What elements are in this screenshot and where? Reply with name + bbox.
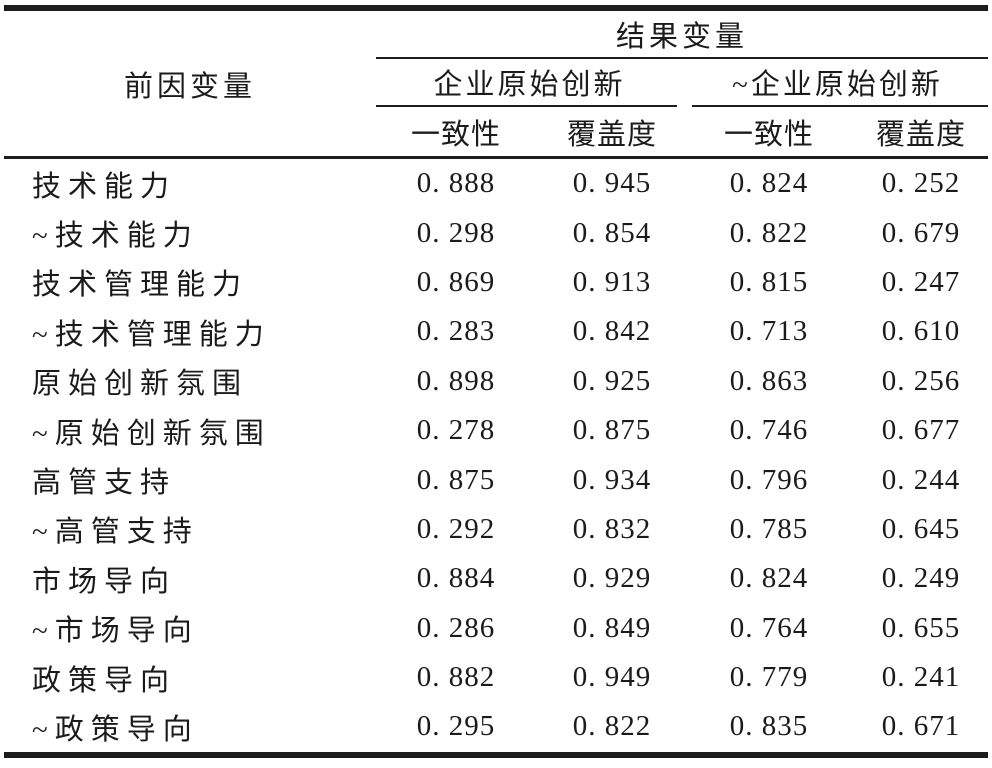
cell-value: 0. 241 — [881, 661, 961, 694]
col-header-consistency-2: 一致性 — [723, 118, 814, 151]
subheader-row: 一致性 覆盖度 一致性 覆盖度 — [372, 107, 988, 156]
cell-value: 0. 849 — [572, 611, 652, 644]
table-row: 技术能力 0. 888 0. 945 0. 824 0. 252 — [4, 159, 988, 208]
cell-value: 0. 898 — [416, 364, 496, 397]
cell-value: 0. 278 — [416, 414, 496, 447]
cell-value: 0. 835 — [729, 710, 809, 743]
cell-value: 0. 610 — [881, 315, 961, 348]
table-row: ~市场导向 0. 286 0. 849 0. 764 0. 655 — [4, 604, 988, 653]
cell-value: 0. 713 — [729, 315, 809, 348]
table-row: 原始创新氛围 0. 898 0. 925 0. 863 0. 256 — [4, 357, 988, 406]
table-row: 政策导向 0. 882 0. 949 0. 779 0. 241 — [4, 653, 988, 702]
cell-value: 0. 249 — [881, 562, 961, 595]
cell-value: 0. 842 — [572, 315, 652, 348]
cell-value: 0. 822 — [729, 216, 809, 249]
cell-value: 0. 785 — [729, 512, 809, 545]
cell-value: 0. 796 — [729, 463, 809, 496]
cell-value: 0. 645 — [881, 512, 961, 545]
col-header-coverage-1: 覆盖度 — [566, 118, 657, 151]
group-header-original-innovation: 企业原始创新 — [433, 69, 626, 101]
cell-value: 0. 913 — [572, 265, 652, 298]
row-label: 原始创新氛围 — [32, 368, 249, 401]
cell-value: 0. 292 — [416, 512, 496, 545]
cell-value: 0. 854 — [572, 216, 652, 249]
cell-value: 0. 824 — [729, 167, 809, 200]
cell-value: 0. 945 — [572, 167, 652, 200]
table-row: 高管支持 0. 875 0. 934 0. 796 0. 244 — [4, 455, 988, 504]
cell-value: 0. 283 — [416, 315, 496, 348]
cell-value: 0. 247 — [881, 265, 961, 298]
cell-value: 0. 824 — [729, 562, 809, 595]
group-header-not-original-innovation: ~企业原始创新 — [732, 69, 943, 101]
row-label: ~技术能力 — [32, 220, 199, 253]
cell-value: 0. 252 — [881, 167, 961, 200]
row-label: 技术能力 — [32, 170, 177, 203]
table-body: 技术能力 0. 888 0. 945 0. 824 0. 252 ~技术能力 0… — [4, 159, 988, 752]
divider-line — [692, 105, 988, 107]
cell-value: 0. 869 — [416, 265, 496, 298]
outcome-header-divider — [372, 57, 988, 59]
row-label: ~市场导向 — [32, 615, 199, 648]
row-label: ~政策导向 — [32, 713, 199, 746]
necessity-analysis-table: 前因变量 结果变量 企业原始创新 ~企业原始创新 一致性 覆盖度 一致性 覆盖度 — [4, 5, 988, 758]
row-label: 技术管理能力 — [32, 269, 249, 302]
table-row: ~原始创新氛围 0. 278 0. 875 0. 746 0. 677 — [4, 406, 988, 455]
antecedent-variable-header-cell: 前因变量 — [4, 11, 372, 156]
table-row: ~技术管理能力 0. 283 0. 842 0. 713 0. 610 — [4, 307, 988, 356]
row-label: 政策导向 — [32, 664, 177, 697]
outcome-header-block: 结果变量 企业原始创新 ~企业原始创新 一致性 覆盖度 一致性 覆盖度 — [372, 11, 988, 156]
cell-value: 0. 746 — [729, 414, 809, 447]
outcome-variable-header-cell: 结果变量 — [372, 11, 988, 57]
outcome-variable-header-label: 结果变量 — [615, 21, 748, 53]
row-label: 高管支持 — [32, 467, 177, 500]
table-header: 前因变量 结果变量 企业原始创新 ~企业原始创新 一致性 覆盖度 一致性 覆盖度 — [4, 11, 988, 156]
col-header-coverage-2: 覆盖度 — [875, 118, 966, 151]
cell-value: 0. 815 — [729, 265, 809, 298]
table-row: ~技术能力 0. 298 0. 854 0. 822 0. 679 — [4, 208, 988, 257]
cell-value: 0. 888 — [416, 167, 496, 200]
cell-value: 0. 764 — [729, 611, 809, 644]
cell-value: 0. 256 — [881, 364, 961, 397]
cell-value: 0. 822 — [572, 710, 652, 743]
cell-value: 0. 882 — [416, 661, 496, 694]
cell-value: 0. 925 — [572, 364, 652, 397]
cell-value: 0. 677 — [881, 414, 961, 447]
cell-value: 0. 779 — [729, 661, 809, 694]
table-row: ~政策导向 0. 295 0. 822 0. 835 0. 671 — [4, 702, 988, 751]
cell-value: 0. 934 — [572, 463, 652, 496]
table-row: ~高管支持 0. 292 0. 832 0. 785 0. 645 — [4, 505, 988, 554]
divider-line — [376, 57, 988, 59]
row-label: ~技术管理能力 — [32, 318, 271, 351]
cell-value: 0. 679 — [881, 216, 961, 249]
row-label: 市场导向 — [32, 565, 177, 598]
cell-value: 0. 863 — [729, 364, 809, 397]
cell-value: 0. 929 — [572, 562, 652, 595]
cell-value: 0. 295 — [416, 710, 496, 743]
cell-value: 0. 949 — [572, 661, 652, 694]
row-label: ~高管支持 — [32, 516, 199, 549]
cell-value: 0. 286 — [416, 611, 496, 644]
col-header-consistency-1: 一致性 — [410, 118, 501, 151]
cell-value: 0. 884 — [416, 562, 496, 595]
row-label: ~原始创新氛围 — [32, 417, 271, 450]
table-row: 技术管理能力 0. 869 0. 913 0. 815 0. 247 — [4, 258, 988, 307]
cell-value: 0. 244 — [881, 463, 961, 496]
cell-value: 0. 875 — [416, 463, 496, 496]
antecedent-variable-header-label: 前因变量 — [123, 70, 256, 103]
divider-line — [376, 105, 677, 107]
header-body-divider — [4, 156, 988, 159]
cell-value: 0. 832 — [572, 512, 652, 545]
cell-value: 0. 655 — [881, 611, 961, 644]
group-header-row: 企业原始创新 ~企业原始创新 — [372, 59, 988, 105]
table-row: 市场导向 0. 884 0. 929 0. 824 0. 249 — [4, 554, 988, 603]
cell-value: 0. 875 — [572, 414, 652, 447]
cell-value: 0. 671 — [881, 710, 961, 743]
group-header-dividers — [372, 105, 988, 107]
cell-value: 0. 298 — [416, 216, 496, 249]
